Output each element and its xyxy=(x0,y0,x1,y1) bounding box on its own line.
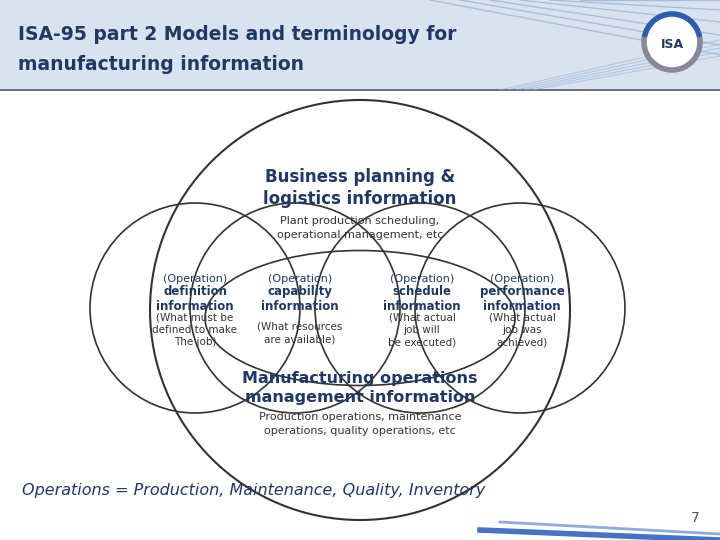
Text: manufacturing information: manufacturing information xyxy=(18,56,304,75)
Text: capability
information: capability information xyxy=(261,285,339,313)
Text: Production operations, maintenance
operations, quality operations, etc: Production operations, maintenance opera… xyxy=(258,413,462,436)
Text: (What actual
job was
achieved): (What actual job was achieved) xyxy=(489,313,555,347)
Text: 7: 7 xyxy=(691,511,700,525)
Circle shape xyxy=(644,14,700,70)
Text: definition
information: definition information xyxy=(156,285,234,313)
Text: (What resources
are available): (What resources are available) xyxy=(257,322,343,344)
Text: performance
information: performance information xyxy=(480,285,564,313)
Text: Operations = Production, Maintenance, Quality, Inventory: Operations = Production, Maintenance, Qu… xyxy=(22,483,485,497)
Text: (Operation): (Operation) xyxy=(268,274,332,284)
Text: (Operation): (Operation) xyxy=(490,274,554,284)
Bar xyxy=(0,0,720,90)
Text: (Operation): (Operation) xyxy=(163,274,227,284)
Text: Business planning &
logistics information: Business planning & logistics informatio… xyxy=(264,168,456,208)
Text: Plant production scheduling,
operational management, etc: Plant production scheduling, operational… xyxy=(276,217,444,240)
Text: (Operation): (Operation) xyxy=(390,274,454,284)
Text: (What must be
defined to make
The job): (What must be defined to make The job) xyxy=(153,313,238,347)
Text: Manufacturing operations
management information: Manufacturing operations management info… xyxy=(242,371,478,405)
Text: (What actual
job will
be executed): (What actual job will be executed) xyxy=(388,313,456,347)
Text: ISA: ISA xyxy=(660,37,683,51)
Text: ISA-95 part 2 Models and terminology for: ISA-95 part 2 Models and terminology for xyxy=(18,24,456,44)
Text: schedule
information: schedule information xyxy=(383,285,461,313)
